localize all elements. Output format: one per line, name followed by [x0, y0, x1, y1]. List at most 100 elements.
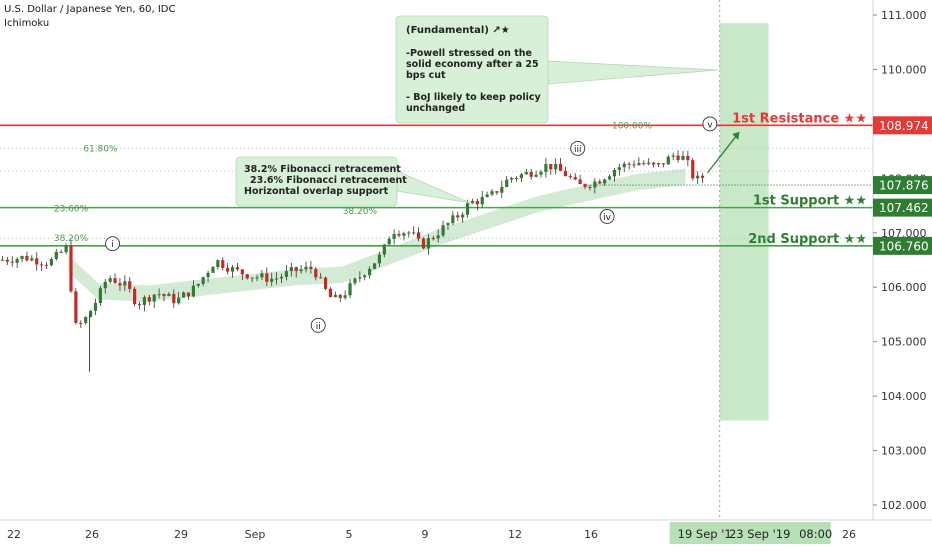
candle-body — [15, 258, 19, 263]
candle — [152, 294, 156, 309]
candle-body — [319, 277, 323, 279]
fib-note-callout[interactable] — [235, 156, 398, 207]
candle — [578, 174, 582, 185]
candle — [696, 171, 700, 184]
candle — [382, 243, 386, 258]
candle — [5, 256, 9, 266]
candle — [79, 320, 83, 328]
candle-body — [123, 281, 127, 286]
candle — [260, 269, 264, 281]
level-badge-2-text: 107.462 — [879, 201, 929, 215]
candle — [456, 211, 460, 222]
fib-note-line-1: 38.2% Fibonacci retracement — [244, 164, 401, 175]
candle-body — [382, 244, 386, 255]
candle — [534, 170, 538, 178]
candle-body — [637, 163, 641, 166]
candle-body — [661, 163, 665, 165]
candle — [10, 255, 14, 267]
candle — [333, 291, 337, 298]
candle — [123, 275, 127, 292]
candle-body — [250, 277, 254, 279]
candle-body — [377, 254, 382, 264]
candle — [436, 229, 440, 243]
fundamental-title: (Fundamental) ↗★ — [406, 25, 510, 36]
candle-body — [118, 282, 122, 286]
candle-body — [666, 156, 670, 165]
candle-body — [656, 163, 661, 165]
candle — [632, 160, 636, 168]
candle-body — [578, 179, 582, 185]
fundamental-callout[interactable] — [395, 15, 549, 124]
candle — [666, 154, 670, 165]
symbol-title[interactable]: U.S. Dollar / Japanese Yen, 60, IDC — [4, 4, 176, 15]
wave-label-2: ii — [310, 317, 326, 333]
candle — [549, 164, 553, 175]
candle-body — [260, 273, 264, 278]
fib-label-1: 100.00% — [612, 122, 652, 132]
candle-body — [181, 292, 186, 298]
candle-body — [686, 155, 690, 161]
x-tick-label-3: 29 — [174, 528, 188, 541]
candle-body — [353, 278, 357, 284]
candle-body — [671, 155, 675, 157]
candle-body — [622, 163, 626, 168]
candle-body — [304, 266, 308, 270]
candle-body — [177, 297, 181, 304]
candle — [265, 267, 269, 287]
candle-body — [186, 292, 191, 297]
candle — [128, 277, 132, 293]
wave-label-text: iv — [603, 213, 612, 223]
candle — [108, 275, 112, 284]
x-tick-label-1: 22 — [7, 528, 21, 541]
candle — [554, 158, 558, 175]
candle-body — [333, 294, 337, 298]
candle — [539, 169, 543, 178]
candle-body — [270, 278, 274, 282]
candle-body — [598, 181, 602, 184]
candle-body — [226, 267, 230, 272]
candle-body — [490, 191, 494, 195]
candle-body — [451, 215, 455, 224]
candle-body — [421, 238, 426, 249]
candle-body — [54, 251, 58, 259]
candle-body — [573, 177, 577, 180]
x-tick-label-7: 12 — [508, 528, 522, 541]
x-highlight-label-1: 19 Sep '1 — [678, 527, 732, 541]
candle-body — [387, 238, 391, 245]
candle-body — [441, 225, 445, 236]
indicator-label[interactable]: Ichimoku — [4, 18, 50, 29]
candle — [505, 176, 509, 188]
candle — [514, 176, 519, 182]
wave-label-4: iv — [599, 208, 615, 224]
candle-body — [84, 317, 88, 323]
candle-body — [108, 278, 112, 282]
candle — [0, 256, 5, 261]
candle-body — [74, 291, 78, 323]
candle — [642, 160, 646, 166]
fundamental-callout-pointer — [547, 60, 718, 85]
candle — [495, 190, 499, 196]
candle-body — [10, 261, 14, 263]
candle — [40, 261, 44, 272]
candle-body — [289, 267, 293, 272]
candle-body — [275, 278, 279, 280]
candle-body — [514, 178, 519, 180]
candle-body — [363, 275, 367, 278]
candle — [221, 257, 225, 271]
current-price-badge — [873, 176, 932, 195]
candle — [377, 251, 382, 267]
wave-label-text: iii — [574, 145, 582, 155]
candle — [294, 266, 298, 278]
candle — [588, 185, 592, 191]
candle — [686, 150, 690, 167]
candle-body — [392, 234, 396, 239]
x-tick-label-8: 16 — [584, 528, 598, 541]
candle — [573, 173, 577, 181]
candle-body — [328, 288, 333, 298]
candle — [196, 283, 200, 288]
candle-body — [436, 235, 440, 239]
candle — [74, 288, 78, 325]
candle-body — [465, 203, 470, 215]
candle-body — [681, 155, 685, 160]
